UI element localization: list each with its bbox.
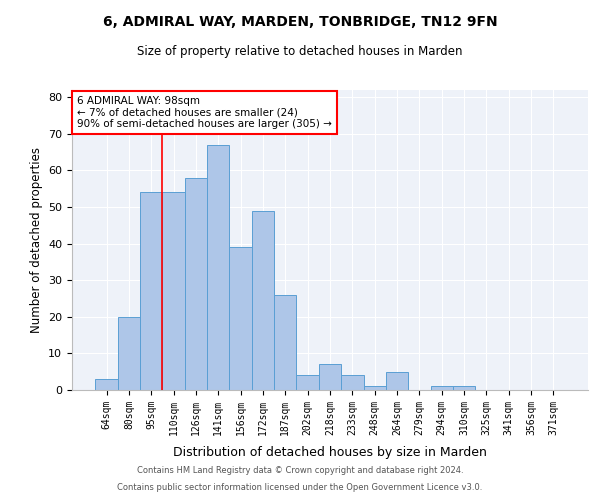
Bar (296, 376, 319, 390)
Bar (319, 364, 341, 390)
Bar (95, 379, 118, 390)
Bar (252, 210, 274, 390)
Bar (118, 317, 140, 390)
Bar (185, 178, 207, 390)
Text: Contains public sector information licensed under the Open Government Licence v3: Contains public sector information licen… (118, 484, 482, 492)
Bar (207, 145, 229, 390)
Bar (453, 386, 475, 390)
Y-axis label: Number of detached properties: Number of detached properties (29, 147, 43, 333)
Bar (386, 372, 408, 390)
Bar (274, 295, 296, 390)
Bar (140, 192, 163, 390)
Bar (431, 386, 453, 390)
Bar (364, 386, 386, 390)
Bar (229, 248, 252, 390)
Bar (341, 376, 364, 390)
Text: 6, ADMIRAL WAY, MARDEN, TONBRIDGE, TN12 9FN: 6, ADMIRAL WAY, MARDEN, TONBRIDGE, TN12 … (103, 15, 497, 29)
Bar (163, 192, 185, 390)
X-axis label: Distribution of detached houses by size in Marden: Distribution of detached houses by size … (173, 446, 487, 459)
Text: 6 ADMIRAL WAY: 98sqm
← 7% of detached houses are smaller (24)
90% of semi-detach: 6 ADMIRAL WAY: 98sqm ← 7% of detached ho… (77, 96, 332, 129)
Text: Contains HM Land Registry data © Crown copyright and database right 2024.: Contains HM Land Registry data © Crown c… (137, 466, 463, 475)
Text: Size of property relative to detached houses in Marden: Size of property relative to detached ho… (137, 45, 463, 58)
